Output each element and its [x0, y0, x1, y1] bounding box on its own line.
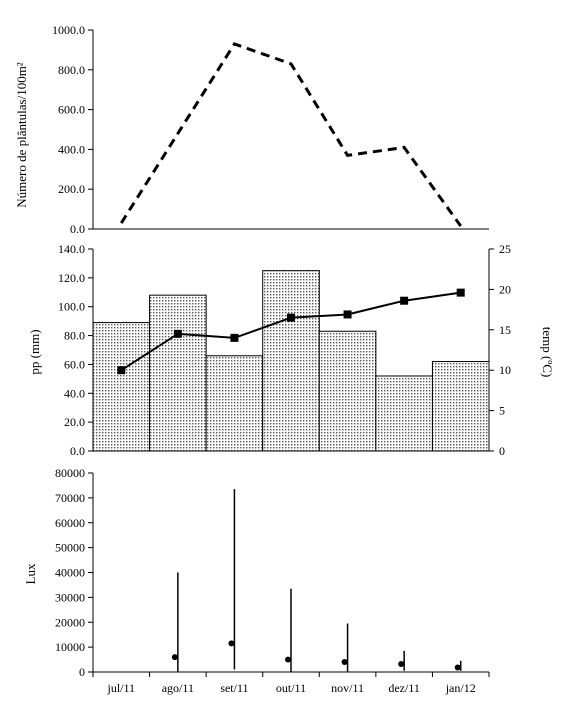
precip-y-tick-label: 100.0 [58, 300, 85, 314]
seedlings-y-tick-label: 1000.0 [52, 23, 85, 37]
temperature-point [117, 366, 126, 375]
precip-axis-label: pp (mm) [27, 329, 42, 374]
lux-y-tick-label: 0 [79, 665, 85, 679]
temperature-tick-label: 20 [499, 282, 511, 296]
precip-y-tick-label: 0.0 [70, 444, 85, 458]
x-category-label: ago/11 [162, 681, 194, 695]
lux-point [398, 661, 405, 668]
temperature-tick-label: 25 [499, 242, 511, 256]
x-category-label: out/11 [276, 681, 306, 695]
precip-y-tick-label: 40.0 [64, 386, 85, 400]
temperature-point [400, 296, 409, 305]
precipitation-temperature-panel: 140.0 120.0 100.0 80.0 60.0 40.0 20.0 0.0 25 20 15… [58, 242, 511, 458]
temperature-point [456, 288, 465, 297]
precipitation-bar [262, 270, 320, 452]
seedlings-series-line [120, 42, 462, 227]
lux-point [285, 656, 291, 663]
seedlings-panel: 1000.0 800.0 600.0 400.0 200.0 0.0 [52, 23, 489, 236]
lux-y-tick-label: 10000 [55, 640, 85, 654]
precip-y-tick-label: 20.0 [64, 415, 85, 429]
lux-point [341, 659, 348, 666]
lux-y-tick-label: 40000 [55, 566, 85, 580]
x-category-label: dez/11 [388, 681, 420, 695]
precipitation-bar [149, 294, 207, 452]
lux-y-tick-label: 70000 [55, 491, 85, 505]
precipitation-bar [375, 375, 433, 452]
precip-y-tick-label: 120.0 [58, 271, 85, 285]
temperature-tick-label: 5 [499, 404, 505, 418]
x-category-label: nov/11 [331, 681, 364, 695]
precip-y-tick-label: 80.0 [64, 329, 85, 343]
lux-axis-label: Lux [23, 563, 38, 584]
temperature-tick-label: 15 [499, 323, 511, 337]
x-category-label: set/11 [220, 681, 248, 695]
light-panel: 80000 70000 60000 50000 40000 30000 20000 10000… [55, 466, 490, 695]
lux-point [454, 664, 461, 671]
precipitation-bar [431, 361, 490, 452]
lux-y-tick-label: 50000 [55, 541, 85, 555]
seedlings-y-tick-label: 0.0 [70, 222, 85, 236]
precipitation-bar [92, 322, 151, 452]
lux-y-tick-label: 30000 [55, 590, 85, 604]
temperature-point [287, 313, 295, 322]
precip-y-tick-label: 140.0 [58, 242, 85, 256]
lux-y-tick-label: 80000 [55, 466, 85, 480]
seedlings-y-tick-label: 800.0 [58, 63, 85, 77]
seedlings-axis-label: Número de plântulas/100m² [14, 62, 29, 208]
precip-y-tick-label: 60.0 [64, 357, 85, 371]
lux-point [171, 654, 178, 661]
temperature-axis-label: temp (ºC) [540, 327, 555, 378]
temperature-point [230, 333, 239, 342]
seedlings-y-tick-label: 600.0 [58, 103, 85, 117]
x-category-label: jul/11 [107, 681, 136, 695]
precipitation-bar [318, 330, 377, 452]
temperature-point [173, 329, 182, 338]
x-category-label: jan/12 [445, 681, 476, 695]
seedlings-y-tick-label: 400.0 [58, 142, 85, 156]
temperature-tick-label: 10 [499, 363, 511, 377]
precipitation-bar [205, 355, 264, 452]
lux-y-tick-label: 60000 [55, 516, 85, 530]
temperature-point [343, 310, 352, 319]
seedlings-y-tick-label: 200.0 [58, 182, 85, 196]
lux-point [228, 640, 235, 647]
temperature-tick-label: 0 [499, 444, 505, 458]
lux-y-tick-label: 20000 [55, 615, 85, 629]
